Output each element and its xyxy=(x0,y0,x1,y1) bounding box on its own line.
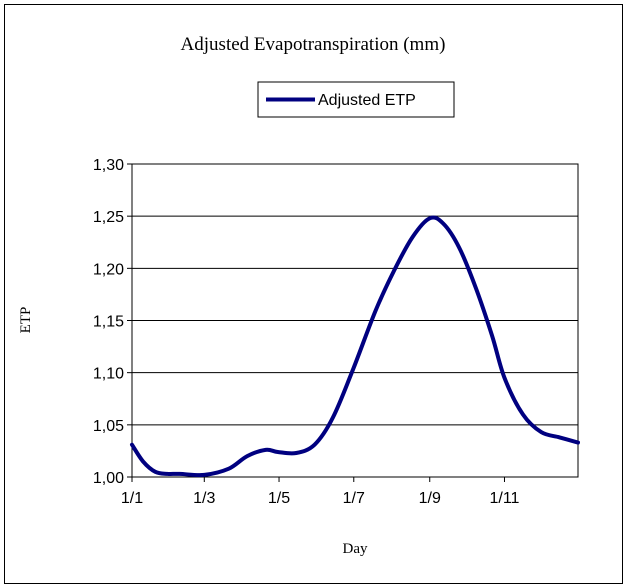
legend: Adjusted ETP xyxy=(257,81,455,118)
x-tick-label: 1/11 xyxy=(490,490,520,507)
chart-title: Adjusted Evapotranspiration (mm) xyxy=(181,34,446,55)
y-tick-label: 1,10 xyxy=(93,366,124,383)
y-tick-label: 1,05 xyxy=(93,418,124,435)
x-axis-label: Day xyxy=(343,541,368,557)
y-tick-label: 1,00 xyxy=(93,470,124,487)
x-axis-ticks: 1/1 1/3 1/5 1/7 1/9 1/11 xyxy=(121,477,520,507)
gridlines xyxy=(132,215,578,426)
y-tick-label: 1,30 xyxy=(93,157,124,174)
x-tick-label: 1/1 xyxy=(121,490,143,507)
x-tick-label: 1/3 xyxy=(193,490,215,507)
x-tick-label: 1/7 xyxy=(343,490,365,507)
y-tick-label: 1,20 xyxy=(93,261,124,278)
y-axis-ticks: 1,00 1,05 1,10 1,15 1,20 1,25 1,30 xyxy=(93,157,132,487)
x-tick-label: 1/9 xyxy=(419,490,441,507)
legend-label: Adjusted ETP xyxy=(318,92,416,109)
y-tick-label: 1,25 xyxy=(93,209,124,226)
series-line-adjusted-etp xyxy=(130,215,580,478)
y-tick-label: 1,15 xyxy=(93,314,124,331)
y-axis-label: ETP xyxy=(18,307,34,334)
x-tick-label: 1/5 xyxy=(268,490,290,507)
